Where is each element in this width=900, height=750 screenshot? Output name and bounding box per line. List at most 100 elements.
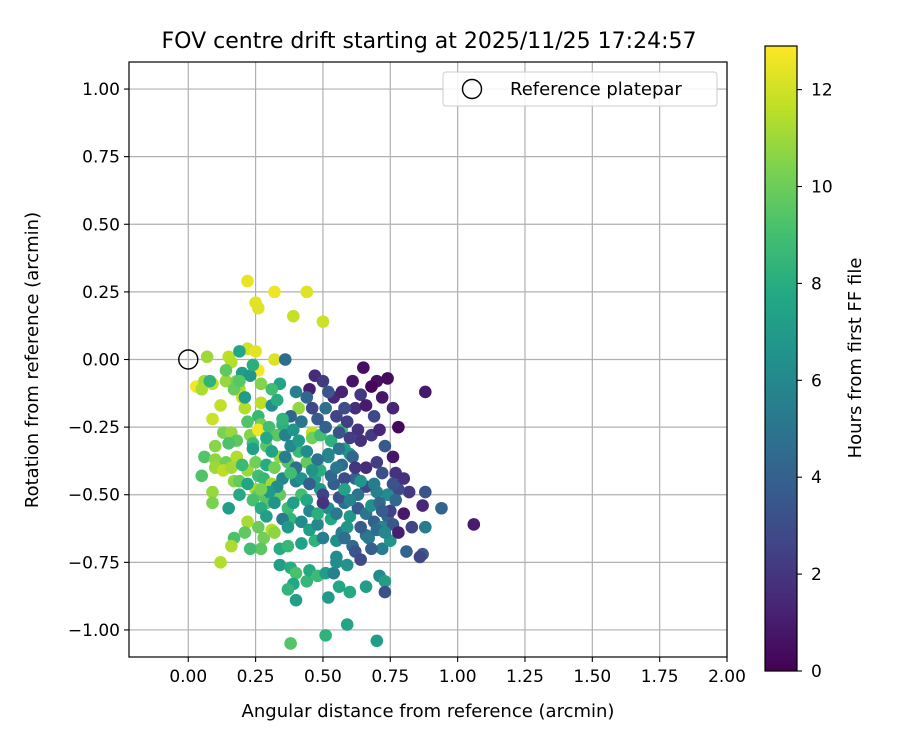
data-point [343,493,357,507]
colorbar-ticks: 0 2 4 6 8 10 12 [797,81,833,682]
data-point [316,531,330,545]
data-point [241,515,254,529]
y-tick-label: 0.00 [82,351,120,371]
data-point [260,510,273,523]
data-point [300,574,314,588]
scatter-points [190,274,481,650]
data-point [292,434,306,447]
x-tick-label: 0.75 [371,667,409,687]
legend-reference-marker [461,78,483,100]
data-point [198,450,211,464]
data-point [413,550,427,564]
colorbar-tick-label: 6 [811,371,822,391]
legend-entry-reference-platepar: Reference platepar [510,79,682,100]
colorbar-tick-label: 2 [811,565,822,585]
x-axis-ticks: 0.00 0.25 0.50 0.75 1.00 1.25 1.50 1.75 2.00 [169,657,746,687]
data-point [254,483,268,496]
data-point [241,274,254,288]
y-tick-label: 1.00 [82,80,120,100]
data-point [222,437,235,450]
data-point [381,372,394,385]
data-point [340,415,354,429]
data-point [278,450,292,464]
data-point [338,401,351,415]
colorbar-tick-label: 0 [811,662,822,682]
data-point [346,374,359,388]
data-point [254,377,268,391]
data-point [311,453,324,466]
data-point [295,415,308,429]
legend-box [442,71,718,107]
data-point [365,542,378,556]
data-point [340,618,354,631]
data-point [322,447,335,461]
data-point [268,461,281,474]
data-point [354,520,367,534]
data-point [359,399,373,412]
data-point [305,401,319,415]
data-point [332,442,346,456]
legend: Reference platepar [442,71,718,107]
data-point [354,388,367,401]
data-point [233,345,246,358]
data-point [311,507,324,520]
x-tick-label: 2.00 [708,667,746,687]
data-point [243,542,257,556]
data-point [208,439,222,453]
data-point [367,409,381,423]
data-point [348,401,362,415]
data-point [268,526,281,539]
data-point [270,393,284,407]
data-point [343,431,357,445]
data-point [251,520,265,534]
data-point [249,345,262,358]
data-point [268,496,281,510]
data-point [243,369,257,383]
reference-platepar-marker [178,349,199,370]
x-tick-label: 1.75 [641,667,679,687]
data-point [346,450,359,464]
data-point [284,466,297,480]
data-point [338,472,351,485]
data-point [238,391,252,404]
data-point [305,464,319,477]
data-point [195,469,209,483]
y-axis-label: Rotation from reference (arcmin) [22,212,43,508]
data-point [343,585,357,599]
data-point [375,504,389,518]
data-point [357,361,370,374]
data-point [400,545,413,558]
x-tick-label: 1.50 [573,667,611,687]
y-tick-label: 0.25 [82,283,120,303]
data-point [303,477,316,491]
x-tick-label: 0.50 [304,667,342,687]
data-point [340,558,354,572]
data-point [276,412,289,426]
data-point [370,455,384,469]
data-point [348,461,362,474]
data-point [287,423,300,437]
data-point [378,585,392,599]
data-point [300,445,314,458]
data-point [316,315,330,328]
data-point [319,420,332,434]
x-tick-label: 0.00 [169,667,207,687]
data-point [219,364,233,377]
y-axis-ticks: 1.00 0.75 0.50 0.25 0.00 −0.25 −0.50 −0.75 −1.00 [68,80,129,641]
data-point [265,382,279,396]
data-point [354,434,367,447]
data-point [416,499,429,512]
data-point [281,583,295,596]
data-point [206,496,219,510]
data-point [206,485,219,499]
colorbar [764,45,798,672]
data-point [378,574,392,588]
data-point [241,477,254,491]
data-point [278,353,292,366]
data-point [214,399,227,412]
data-point [386,477,400,491]
data-point [335,385,349,399]
data-point [225,461,238,474]
data-point [200,350,214,364]
data-point [284,637,297,650]
